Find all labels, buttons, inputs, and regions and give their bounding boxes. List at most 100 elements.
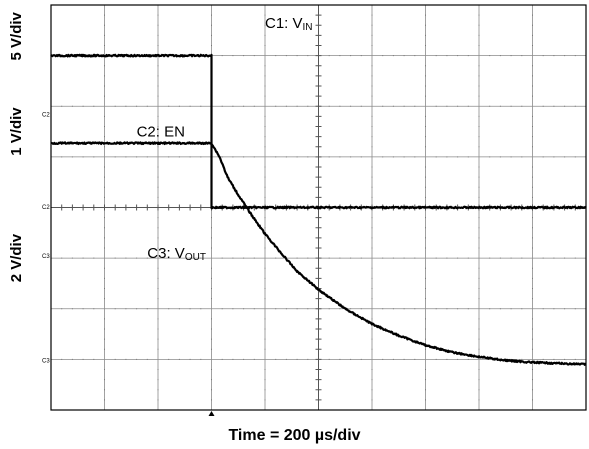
grid-dot	[157, 379, 159, 381]
grid-dot	[350, 257, 352, 259]
grid-dot	[532, 14, 533, 16]
grid-dot	[532, 328, 533, 330]
grid-dot	[457, 308, 459, 310]
grid-dot	[61, 358, 63, 360]
grid-dot	[328, 105, 330, 107]
grid-dot	[478, 34, 480, 36]
grid-dot	[104, 298, 105, 300]
grid-dot	[499, 105, 501, 107]
grid-dot	[478, 75, 480, 77]
grid-dot	[425, 45, 426, 46]
grid-dot	[189, 156, 191, 158]
grid-dot	[425, 136, 426, 138]
grid-dot	[114, 105, 116, 107]
grid-dot	[136, 308, 138, 310]
grid-dot	[339, 257, 341, 259]
grid-dot	[211, 328, 212, 330]
grid-dot	[532, 95, 533, 97]
grid-dot	[296, 257, 298, 259]
grid-dot	[425, 176, 426, 178]
grid-dot	[264, 288, 266, 289]
grid-dot	[104, 267, 105, 269]
grid-dot	[564, 105, 566, 107]
grid-dot	[542, 308, 544, 310]
grid-dot	[253, 358, 255, 360]
grid-dot	[136, 257, 138, 259]
grid-dot	[478, 196, 480, 198]
grid-dot	[211, 288, 212, 289]
trigger-marker	[208, 411, 215, 416]
grid-dot	[371, 65, 373, 67]
grid-dot	[104, 136, 105, 138]
grid-dot	[296, 358, 298, 360]
grid-dot	[71, 358, 73, 360]
grid-dot	[296, 55, 298, 57]
grid-dot	[414, 156, 416, 158]
grid-dot	[211, 389, 212, 391]
grid-dot	[82, 257, 84, 259]
grid-dot	[478, 288, 480, 289]
grid-dot	[264, 348, 266, 350]
grid-dot	[478, 298, 480, 300]
grid-dot	[350, 55, 352, 57]
grid-dot	[114, 257, 116, 259]
grid-dot	[157, 288, 159, 289]
grid-dot	[339, 55, 341, 57]
grid-dot	[532, 126, 533, 127]
grid-dot	[446, 358, 448, 360]
grid-dot	[168, 358, 170, 360]
grid-dot	[264, 24, 266, 26]
grid-dot	[157, 247, 159, 249]
grid-dot	[104, 85, 105, 87]
grid-dot	[328, 308, 330, 310]
grid-dot	[446, 257, 448, 259]
grid-dot	[93, 358, 95, 360]
grid-dot	[211, 227, 212, 229]
grid-dot	[403, 105, 405, 107]
grid-dot	[104, 379, 105, 381]
trace-c3	[50, 141, 587, 366]
grid-dot	[425, 115, 426, 117]
grid-dot	[104, 328, 105, 330]
grid-dot	[264, 227, 266, 229]
grid-dot	[104, 318, 105, 320]
grid-dot	[564, 358, 566, 360]
grid-dot	[467, 156, 469, 158]
grid-dot	[414, 105, 416, 107]
grid-dot	[211, 399, 212, 401]
grid-dot	[264, 328, 266, 330]
grid-dot	[157, 85, 159, 87]
grid-dot	[296, 105, 298, 107]
grid-dot	[382, 308, 384, 310]
grid-dot	[178, 257, 180, 259]
grid-dot	[425, 186, 426, 188]
grid-dot	[104, 369, 105, 370]
grid-dot	[350, 358, 352, 360]
grid-dot	[157, 166, 159, 168]
grid-dot	[371, 196, 373, 198]
grid-dot	[125, 308, 127, 310]
grid-dot	[104, 34, 105, 36]
grid-dot	[264, 85, 266, 87]
grid-dot	[211, 267, 212, 269]
grid-dot	[532, 176, 533, 178]
grid-dot	[457, 105, 459, 107]
grid-dot	[478, 136, 480, 138]
grid-dot	[360, 156, 362, 158]
grid-dot	[532, 45, 533, 46]
grid-dot	[328, 358, 330, 360]
grid-dot	[200, 105, 202, 107]
grid-dot	[371, 136, 373, 138]
grid-dot	[478, 379, 480, 381]
grid-dot	[499, 55, 501, 57]
grid-dot	[425, 14, 426, 16]
grid-dot	[243, 105, 245, 107]
grid-dot	[478, 369, 480, 370]
grid-dot	[157, 196, 159, 198]
grid-dot	[104, 176, 105, 178]
grid-dot	[82, 156, 84, 158]
grid-dot	[532, 247, 533, 249]
grid-dot	[371, 75, 373, 77]
grid-dot	[157, 176, 159, 178]
grid-dot	[328, 55, 330, 57]
